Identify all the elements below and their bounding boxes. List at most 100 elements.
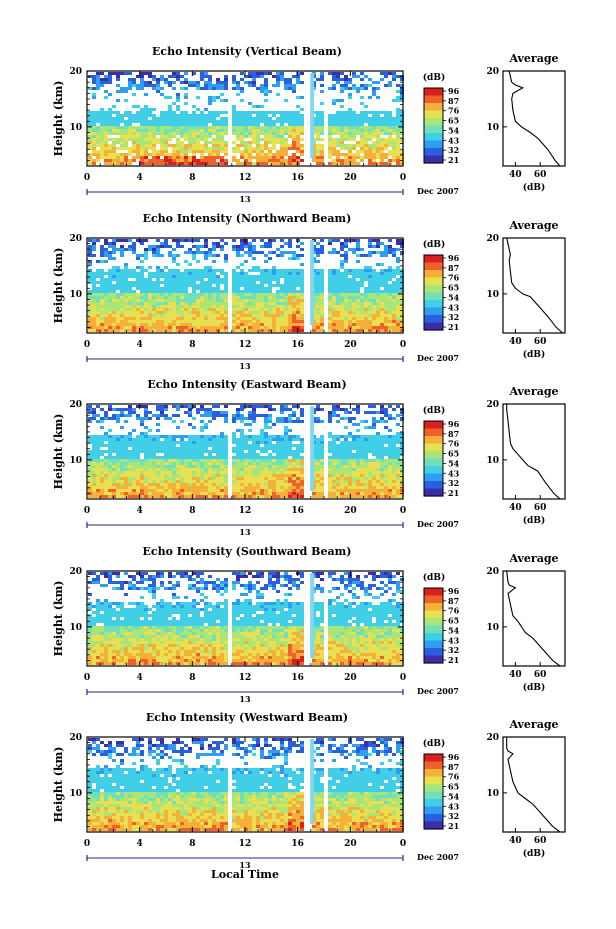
heatmap-cell xyxy=(364,275,368,278)
heatmap-cell xyxy=(316,408,320,411)
heatmap-cell xyxy=(148,153,152,156)
heatmap-cell xyxy=(208,81,212,84)
heatmap-cell xyxy=(252,441,256,444)
heatmap-cell xyxy=(120,477,124,480)
heatmap-cell xyxy=(236,114,240,117)
heatmap-cell xyxy=(164,299,168,302)
heatmap-cell xyxy=(280,299,284,302)
heatmap-cell xyxy=(180,117,184,120)
heatmap-cell xyxy=(392,126,396,129)
heatmap-cell xyxy=(164,471,168,474)
heatmap-cell xyxy=(360,138,364,141)
heatmap-cell xyxy=(104,248,108,251)
heatmap-cell xyxy=(204,317,208,320)
heatmap-cell xyxy=(216,162,220,165)
heatmap-cell xyxy=(292,302,296,305)
heatmap-cell xyxy=(348,138,352,141)
heatmap-cell xyxy=(368,129,372,132)
heatmap-cell xyxy=(92,302,96,305)
heatmap-cell xyxy=(148,287,152,290)
heatmap-cell xyxy=(128,438,132,441)
heatmap-cell xyxy=(384,287,388,290)
heatmap-cell xyxy=(168,450,172,453)
heatmap-cell xyxy=(120,239,124,242)
heatmap-cell xyxy=(200,153,204,156)
heatmap-cell xyxy=(168,156,172,159)
heatmap-cell xyxy=(196,239,200,242)
heatmap-cell xyxy=(172,447,176,450)
heatmap-cell xyxy=(240,441,244,444)
heatmap-cell xyxy=(360,317,364,320)
heatmap-cell xyxy=(268,242,272,245)
heatmap-cell xyxy=(260,320,264,323)
colorbar-segment xyxy=(424,270,443,279)
heatmap-cell xyxy=(176,302,180,305)
heatmap-cell xyxy=(348,135,352,138)
heatmap-cell xyxy=(88,123,92,126)
heatmap-cell xyxy=(256,126,260,129)
heatmap-cell xyxy=(320,269,324,272)
heatmap-cell xyxy=(340,105,344,108)
heatmap-cell xyxy=(104,438,108,441)
heatmap-cell xyxy=(360,84,364,87)
heatmap-cell xyxy=(148,465,152,468)
heatmap-cell xyxy=(272,129,276,132)
heatmap-cell xyxy=(144,438,148,441)
heatmap-cell xyxy=(364,272,368,275)
colorbar-unit: (dB) xyxy=(423,72,445,83)
heatmap-cell xyxy=(208,293,212,296)
heatmap-cell xyxy=(208,96,212,99)
heatmap-cell xyxy=(216,269,220,272)
heatmap-cell xyxy=(104,132,108,135)
heatmap-cell xyxy=(248,411,252,414)
heatmap-cell xyxy=(104,326,108,329)
heatmap-cell xyxy=(380,305,384,308)
heatmap-cell xyxy=(384,302,388,305)
heatmap-cell xyxy=(96,317,100,320)
heatmap-cell xyxy=(396,293,400,296)
heatmap-cell xyxy=(344,257,348,260)
heatmap-cell xyxy=(184,447,188,450)
heatmap-cell xyxy=(172,117,176,120)
heatmap-cell xyxy=(288,468,292,471)
heatmap-cell xyxy=(88,314,92,317)
colorbar-tick-label: 87 xyxy=(448,96,459,106)
heatmap-cell xyxy=(248,311,252,314)
heatmap-cell xyxy=(116,138,120,141)
heatmap-cell xyxy=(92,239,96,242)
heatmap-cell xyxy=(88,111,92,114)
heatmap-cell xyxy=(180,287,184,290)
heatmap-cell xyxy=(328,284,332,287)
heatmap-cell xyxy=(232,323,236,326)
heatmap-cell xyxy=(172,156,176,159)
heatmap-cell xyxy=(256,114,260,117)
heatmap-cell xyxy=(328,299,332,302)
heatmap-cell xyxy=(292,296,296,299)
heatmap-cell xyxy=(200,135,204,138)
heatmap-cell xyxy=(216,287,220,290)
heatmap-cell xyxy=(112,441,116,444)
heatmap-cell xyxy=(340,129,344,132)
heatmap-cell xyxy=(232,450,236,453)
heatmap-cell xyxy=(164,138,168,141)
heatmap-cell xyxy=(124,329,128,332)
heatmap-cell xyxy=(192,84,196,87)
heatmap-cell xyxy=(360,102,364,105)
heatmap-cell xyxy=(100,435,104,438)
heatmap-cell xyxy=(208,477,212,480)
heatmap-cell xyxy=(204,302,208,305)
heatmap-cell xyxy=(244,141,248,144)
heatmap-cell xyxy=(224,299,228,302)
heatmap-cell xyxy=(184,459,188,462)
heatmap-cell xyxy=(212,317,216,320)
heatmap-cell xyxy=(400,138,404,141)
heatmap-cell xyxy=(300,296,304,299)
heatmap-cell xyxy=(328,314,332,317)
heatmap-cell xyxy=(320,314,324,317)
heatmap-cell xyxy=(252,281,256,284)
heatmap-cell xyxy=(184,111,188,114)
heatmap-cell xyxy=(116,420,120,423)
heatmap-cell xyxy=(196,135,200,138)
heatmap-cell xyxy=(148,417,152,420)
heatmap-cell xyxy=(364,141,368,144)
